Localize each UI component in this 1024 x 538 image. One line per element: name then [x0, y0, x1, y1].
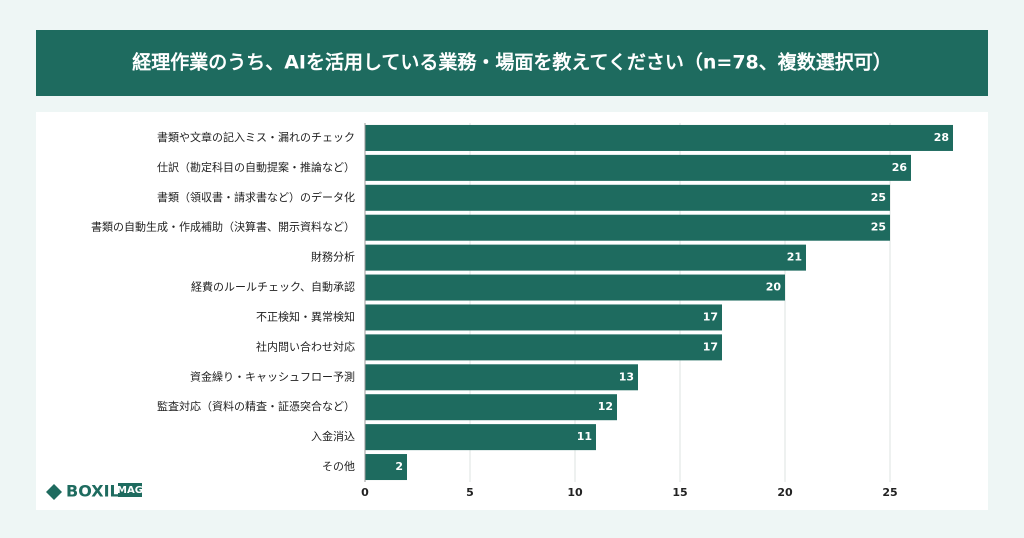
bar: [365, 244, 806, 271]
bar: [365, 394, 617, 421]
x-tick-label: 20: [777, 486, 793, 499]
value-label: 17: [703, 340, 718, 353]
value-label: 20: [766, 281, 782, 294]
y-tick-label: 監査対応（資料の精査・証憑突合など）: [157, 399, 355, 413]
title-banner: [36, 30, 988, 96]
value-label: 17: [703, 310, 718, 323]
bar: [365, 454, 407, 481]
value-label: 28: [934, 131, 949, 144]
value-label: 25: [871, 221, 886, 234]
y-tick-label: 仕訳（勘定科目の自動提案・推論など）: [157, 160, 355, 174]
value-label: 11: [577, 430, 592, 443]
value-label: 21: [787, 251, 802, 264]
x-tick-label: 25: [882, 486, 897, 499]
x-tick-label: 5: [466, 486, 474, 499]
x-tick-label: 15: [672, 486, 687, 499]
y-tick-label: 書類の自動生成・作成補助（決算書、開示資料など）: [91, 220, 355, 234]
bar: [365, 214, 890, 241]
y-tick-label: 書類（領収書・請求書など）のデータ化: [157, 190, 355, 204]
logo-badge-bg: [118, 483, 142, 497]
y-tick-label: 不正検知・異常検知: [256, 309, 355, 323]
bar: [365, 424, 596, 451]
y-tick-label: 入金消込: [311, 429, 355, 443]
bar: [365, 274, 785, 301]
logo: BOXIL MAG: [46, 482, 143, 501]
bar: [365, 334, 722, 361]
y-tick-label: その他: [322, 460, 355, 473]
bar: [365, 304, 722, 331]
value-label: 2: [395, 460, 403, 473]
value-label: 12: [598, 400, 613, 413]
x-tick-label: 10: [567, 486, 583, 499]
value-label: 25: [871, 191, 886, 204]
bar: [365, 154, 911, 181]
bar: [365, 364, 638, 391]
y-tick-label: 書類や文章の記入ミス・漏れのチェック: [157, 130, 355, 144]
bar: [365, 184, 890, 211]
value-label: 26: [892, 161, 908, 174]
x-tick-label: 0: [361, 486, 369, 499]
y-tick-label: 経費のルールチェック、自動承認: [191, 280, 355, 294]
logo-badge: MAG: [117, 485, 143, 496]
y-tick-label: 資金繰り・キャッシュフロー予測: [190, 369, 355, 383]
y-tick-label: 財務分析: [311, 250, 355, 264]
chart-title: 経理作業のうち、AIを活用している業務・場面を教えてください（n=78、複数選択…: [132, 51, 892, 74]
bar: [365, 124, 953, 151]
logo-icon: [46, 484, 62, 500]
y-tick-label: 社内問い合わせ対応: [256, 339, 355, 353]
logo-name: BOXIL: [66, 482, 120, 501]
value-label: 13: [619, 370, 634, 383]
